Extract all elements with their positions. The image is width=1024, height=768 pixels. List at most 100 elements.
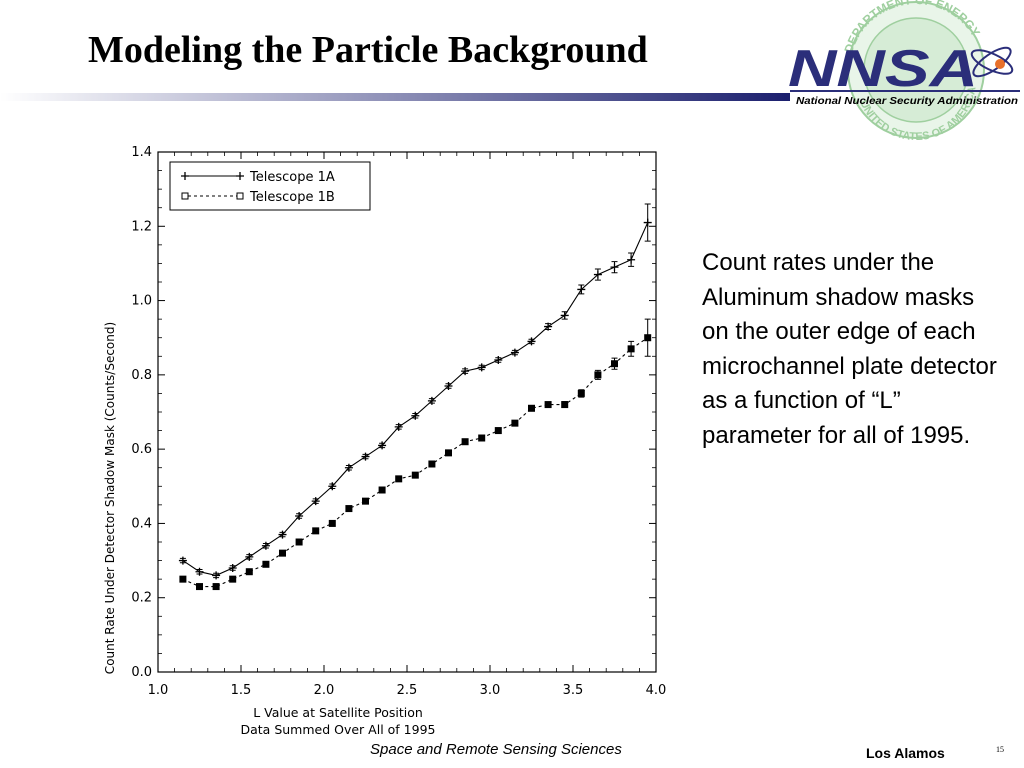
square-marker — [644, 334, 652, 342]
plus-marker — [178, 556, 187, 565]
plus-marker — [544, 322, 553, 331]
square-marker — [345, 505, 353, 513]
footer-organization: Space and Remote Sensing Sciences — [370, 741, 622, 758]
y-tick-label: 0.2 — [131, 591, 152, 606]
square-marker — [561, 401, 569, 409]
nnsa-tagline: National Nuclear Security Administration — [796, 95, 1018, 107]
square-marker — [594, 371, 602, 379]
y-tick-label: 1.0 — [131, 294, 152, 309]
square-marker — [528, 404, 535, 412]
plus-marker — [261, 541, 270, 550]
plus-marker — [411, 411, 420, 420]
x-tick-label: 2.5 — [397, 683, 418, 698]
plus-marker — [228, 564, 237, 572]
series-telescope-1a — [178, 203, 652, 580]
plus-marker — [328, 482, 337, 491]
square-marker — [362, 497, 369, 505]
plus-marker — [236, 172, 244, 180]
x-tick-label: 2.0 — [314, 683, 335, 698]
plus-marker — [527, 337, 536, 346]
square-marker — [627, 345, 635, 353]
legend-label: Telescope 1B — [249, 190, 335, 205]
page-number: 15 — [996, 745, 1004, 754]
legend-square-marker — [236, 192, 244, 200]
plus-marker — [627, 255, 636, 264]
plus-marker — [593, 270, 602, 279]
plus-marker — [245, 552, 254, 561]
nnsa-wordmark: NNSA — [788, 40, 978, 98]
plus-marker — [610, 263, 619, 272]
plus-marker — [378, 441, 387, 450]
y-tick-label: 0.0 — [131, 665, 152, 680]
plus-marker — [494, 356, 503, 364]
x-tick-label: 3.5 — [563, 683, 584, 698]
title-divider — [0, 93, 790, 101]
y-tick-label: 1.4 — [131, 145, 152, 160]
series-telescope-1b — [179, 318, 652, 591]
square-marker — [494, 427, 502, 435]
square-marker — [196, 583, 203, 591]
square-marker — [279, 549, 286, 557]
x-tick-label: 4.0 — [646, 683, 667, 698]
plot-frame — [157, 151, 657, 673]
square-marker — [212, 583, 220, 591]
plus-marker — [344, 463, 353, 472]
square-marker — [179, 575, 187, 583]
square-marker — [395, 475, 403, 483]
square-marker — [511, 419, 519, 427]
square-marker — [544, 401, 552, 409]
nnsa-logo: DEPARTMENT OF ENERGY UNITED STATES OF AM… — [788, 0, 1020, 140]
square-marker — [245, 568, 253, 576]
plus-marker — [560, 311, 569, 320]
y-tick-label: 1.2 — [131, 219, 152, 234]
plus-marker — [361, 452, 370, 461]
doe-seal: DEPARTMENT OF ENERGY UNITED STATES OF AM… — [841, 0, 985, 140]
square-marker — [229, 575, 237, 583]
count-rate-chart: 1.0 1.5 2.0 2.5 3.0 3.5 4.0 0.0 0.2 0.4 0.6 0.8 1.0 1… — [103, 145, 667, 737]
square-marker — [328, 519, 336, 527]
plus-marker — [394, 422, 403, 431]
legend-box — [169, 161, 371, 211]
square-marker — [461, 438, 469, 446]
caption-text: Count rates under the Aluminum shadow ma… — [702, 249, 997, 449]
y-tick-label: 0.6 — [131, 442, 152, 457]
series-line — [182, 337, 649, 588]
legend-square-marker — [181, 192, 189, 200]
slide-title: Modeling the Particle Background — [88, 29, 648, 71]
square-marker — [262, 560, 270, 568]
y-tick-label: 0.4 — [131, 516, 152, 531]
plus-marker — [181, 172, 189, 180]
plus-marker — [427, 396, 436, 405]
plus-marker — [643, 218, 652, 227]
square-marker — [295, 538, 303, 546]
footer-lab-name: Los Alamos — [866, 745, 945, 761]
plus-marker — [477, 363, 486, 372]
legend-label: Telescope 1A — [249, 170, 335, 185]
square-marker — [577, 389, 585, 397]
plus-marker — [295, 512, 304, 520]
plus-marker — [461, 367, 470, 376]
x-tick-label: 3.0 — [480, 683, 501, 698]
plus-marker — [278, 530, 287, 539]
atom-icon — [970, 46, 1014, 78]
plus-marker — [444, 382, 453, 390]
x-axis-label: L Value at Satellite Position — [253, 705, 423, 720]
square-marker — [611, 360, 618, 368]
x-tick-label: 1.5 — [231, 683, 252, 698]
plus-marker — [212, 571, 221, 580]
x-tick-label: 1.0 — [148, 683, 169, 698]
square-marker — [445, 449, 452, 457]
y-axis-label: Count Rate Under Detector Shadow Mask (C… — [103, 322, 117, 674]
plus-marker — [510, 348, 519, 357]
plus-marker — [311, 497, 320, 506]
square-marker — [428, 460, 436, 468]
square-marker — [411, 471, 419, 479]
series-line — [182, 222, 649, 577]
y-tick-label: 0.8 — [131, 368, 152, 383]
square-marker — [312, 527, 320, 535]
square-marker — [378, 486, 386, 494]
plus-marker — [577, 285, 586, 294]
square-marker — [478, 434, 486, 442]
x-axis-sublabel: Data Summed Over All of 1995 — [241, 722, 436, 737]
plus-marker — [195, 567, 204, 576]
